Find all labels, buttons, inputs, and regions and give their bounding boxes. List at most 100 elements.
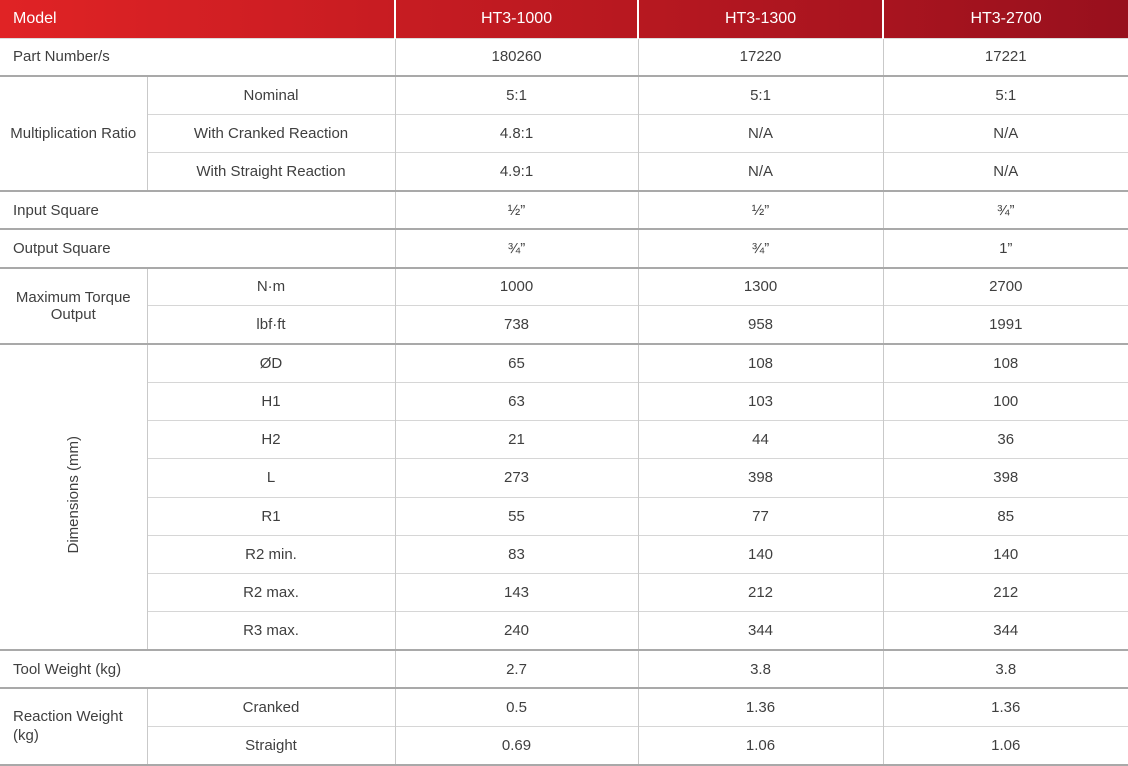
multiplication-value: N/A: [637, 152, 884, 191]
row-reaction-cranked: Reaction Weight (kg) Cranked 0.5 1.36 1.…: [0, 687, 1128, 765]
row-torque-nm: Maximum Torque Output N·m 1000 1300 2700: [0, 266, 1128, 344]
multiplication-value: 5:1: [882, 75, 1128, 115]
part-number-value: 180260: [394, 37, 639, 77]
dimension-value: 108: [882, 342, 1128, 383]
tool-weight-value: 3.8: [637, 648, 884, 689]
model-header-cell: Model: [0, 0, 396, 38]
dimension-sub-label: R2 max.: [146, 572, 396, 612]
dimension-sub-label: L: [146, 458, 396, 497]
dimension-sub-label: R3 max.: [146, 611, 396, 650]
dimension-value: 85: [882, 496, 1128, 536]
row-multiplication-straight: With Straight Reaction 4.9:1 N/A N/A: [0, 152, 1128, 191]
row-part-number: Part Number/s 180260 17220 17221: [0, 37, 1128, 77]
dimension-value: 140: [637, 534, 884, 574]
part-number-value: 17220: [637, 37, 884, 77]
multiplication-sub-label: With Cranked Reaction: [146, 113, 396, 153]
multiplication-value: N/A: [637, 113, 884, 153]
reaction-value: 1.06: [882, 726, 1128, 765]
row-dim-h2: H2 21 44 36: [0, 419, 1128, 459]
row-dim-h1: H1 63 103 100: [0, 381, 1128, 421]
part-number-value: 17221: [882, 37, 1128, 77]
column-header-ht3-1300: HT3-1300: [637, 0, 884, 38]
dimension-sub-label: R1: [146, 496, 396, 536]
row-dim-r2max: R2 max. 143 212 212: [0, 572, 1128, 612]
row-torque-lbfft: lbf·ft 738 958 1991: [0, 305, 1128, 344]
multiplication-sub-label: With Straight Reaction: [146, 152, 396, 191]
multiplication-value: 4.9:1: [394, 152, 639, 191]
dimension-value: 212: [882, 572, 1128, 612]
input-square-value: ¾”: [882, 189, 1128, 230]
output-square-value: ¾”: [637, 228, 884, 268]
dimension-value: 143: [394, 572, 639, 612]
torque-value: 958: [637, 305, 884, 344]
row-reaction-straight: Straight 0.69 1.06 1.06: [0, 726, 1128, 765]
output-square-label: Output Square: [0, 228, 396, 268]
dimensions-group-label-text: Dimensions (mm): [64, 436, 82, 554]
multiplication-value: 5:1: [637, 75, 884, 115]
dimension-value: 140: [882, 534, 1128, 574]
row-dim-l: L 273 398 398: [0, 458, 1128, 497]
multiplication-value: N/A: [882, 113, 1128, 153]
dimension-value: 398: [882, 458, 1128, 497]
row-multiplication-nominal: Multiplication Ratio Nominal 5:1 5:1 5:1: [0, 75, 1128, 191]
row-input-square: Input Square ½” ½” ¾”: [0, 189, 1128, 230]
tool-weight-value: 3.8: [882, 648, 1128, 689]
part-number-label: Part Number/s: [0, 37, 396, 77]
row-dim-r1: R1 55 77 85: [0, 496, 1128, 536]
multiplication-value: N/A: [882, 152, 1128, 191]
reaction-value: 0.5: [394, 687, 639, 727]
dimension-sub-label: H1: [146, 381, 396, 421]
reaction-value: 1.06: [637, 726, 884, 765]
row-dim-r3max: R3 max. 240 344 344: [0, 611, 1128, 650]
dimension-value: 77: [637, 496, 884, 536]
torque-value: 2700: [882, 266, 1128, 306]
input-square-label: Input Square: [0, 189, 396, 230]
dimension-value: 44: [637, 419, 884, 459]
torque-value: 1000: [394, 266, 639, 306]
multiplication-value: 5:1: [394, 75, 639, 115]
output-square-value: 1”: [882, 228, 1128, 268]
column-header-ht3-2700: HT3-2700: [882, 0, 1128, 38]
input-square-value: ½”: [637, 189, 884, 230]
output-square-value: ¾”: [394, 228, 639, 268]
torque-value: 1991: [882, 305, 1128, 344]
dimension-value: 398: [637, 458, 884, 497]
torque-value: 1300: [637, 266, 884, 306]
row-tool-weight: Tool Weight (kg) 2.7 3.8 3.8: [0, 648, 1128, 689]
dimension-value: 344: [637, 611, 884, 650]
multiplication-ratio-group-label: Multiplication Ratio: [0, 75, 147, 191]
reaction-value: 0.69: [394, 726, 639, 765]
row-dim-od: Dimensions (mm) ØD 65 108 108: [0, 342, 1128, 650]
dimension-sub-label: H2: [146, 419, 396, 459]
dimension-value: 108: [637, 342, 884, 383]
dimension-value: 65: [394, 342, 639, 383]
dimension-value: 63: [394, 381, 639, 421]
dimension-sub-label: R2 min.: [146, 534, 396, 574]
dimension-value: 240: [394, 611, 639, 650]
dimension-sub-label: ØD: [146, 342, 396, 383]
dimension-value: 212: [637, 572, 884, 612]
dimension-value: 273: [394, 458, 639, 497]
column-header-ht3-1000: HT3-1000: [394, 0, 639, 38]
multiplication-sub-label: Nominal: [146, 75, 396, 115]
torque-sub-label: lbf·ft: [146, 305, 396, 344]
dimension-value: 100: [882, 381, 1128, 421]
torque-sub-label: N·m: [146, 266, 396, 306]
reaction-value: 1.36: [637, 687, 884, 727]
dimension-value: 21: [394, 419, 639, 459]
dimension-value: 55: [394, 496, 639, 536]
reaction-sub-label: Cranked: [146, 687, 396, 727]
dimension-value: 344: [882, 611, 1128, 650]
multiplication-value: 4.8:1: [394, 113, 639, 153]
maximum-torque-group-label: Maximum Torque Output: [0, 266, 147, 344]
reaction-sub-label: Straight: [146, 726, 396, 765]
row-dim-r2min: R2 min. 83 140 140: [0, 534, 1128, 574]
row-multiplication-cranked: With Cranked Reaction 4.8:1 N/A N/A: [0, 113, 1128, 153]
tool-weight-value: 2.7: [394, 648, 639, 689]
torque-value: 738: [394, 305, 639, 344]
reaction-weight-group-label: Reaction Weight (kg): [0, 687, 147, 765]
dimensions-group-label: Dimensions (mm): [0, 343, 147, 650]
dimension-value: 83: [394, 534, 639, 574]
input-square-value: ½”: [394, 189, 639, 230]
